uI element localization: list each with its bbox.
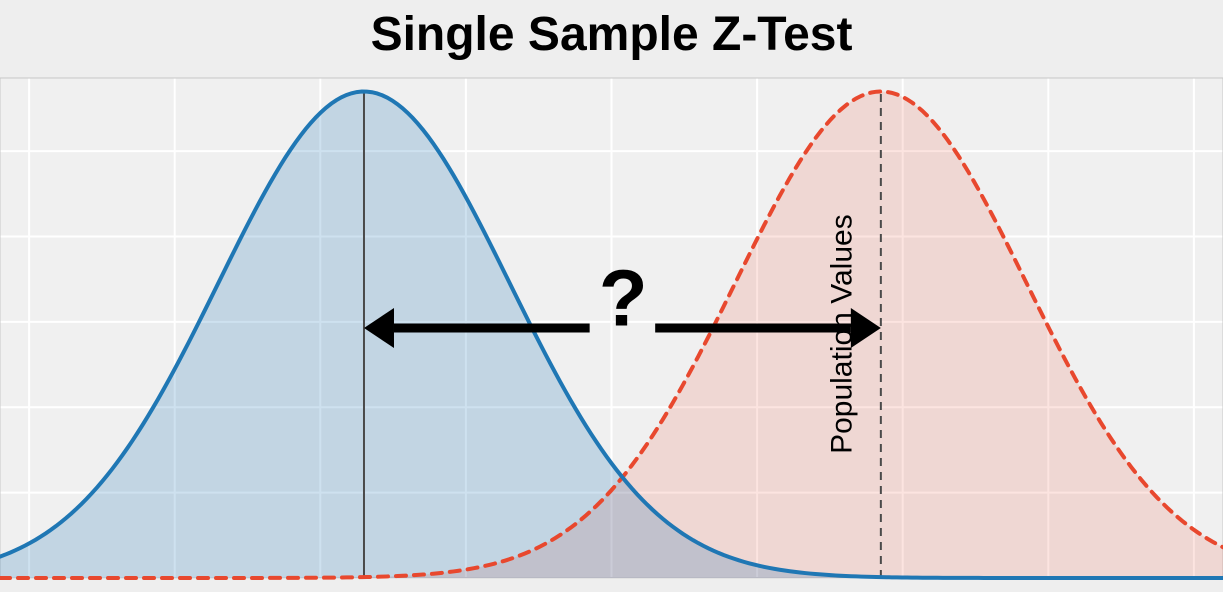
plot-area: ? Population Values: [0, 78, 1223, 578]
population-values-label: Population Values: [826, 214, 859, 454]
question-mark: ?: [599, 254, 648, 343]
chart-title: Single Sample Z-Test: [371, 8, 853, 61]
